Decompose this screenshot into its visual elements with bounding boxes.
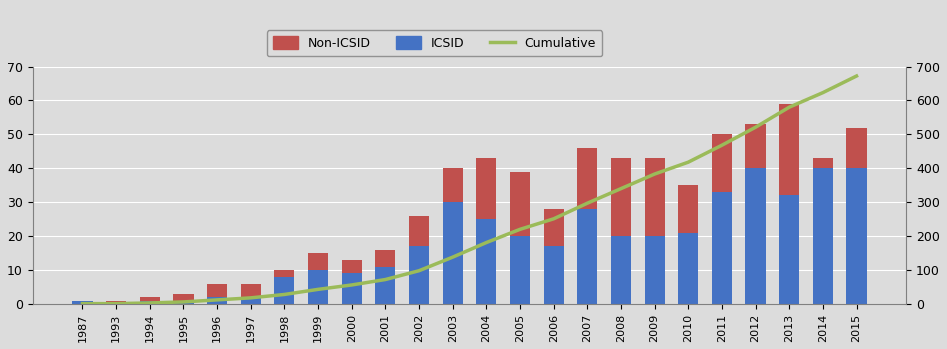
Cumulative [413,269,424,273]
Bar [544,209,563,246]
Cumulative [111,302,122,306]
Bar [275,277,295,304]
Legend: Non-ICSID, ICSID, Cumulative: Non-ICSID, ICSID, Cumulative [267,30,602,56]
Bar [645,158,665,236]
Cumulative [783,105,795,109]
Bar [308,253,329,270]
Bar [745,168,766,304]
Bar [442,168,463,202]
Bar [509,236,530,304]
Cumulative [380,277,391,282]
Cumulative [447,255,458,259]
Bar [847,168,867,304]
Cumulative [817,90,829,95]
Line: Cumulative: Cumulative [82,76,856,304]
Cumulative [548,217,560,221]
Bar [72,300,93,304]
Bar [308,270,329,304]
Bar [207,284,227,297]
Cumulative [481,240,492,245]
Bar [375,267,396,304]
Cumulative [346,283,357,287]
Bar [678,185,698,233]
Bar [847,128,867,168]
Cumulative [850,74,862,78]
Cumulative [683,160,694,164]
Bar [342,260,362,273]
Bar [409,246,429,304]
Bar [813,168,833,304]
Cumulative [77,302,88,306]
Cumulative [616,186,627,191]
Bar [745,124,766,168]
Bar [577,209,598,304]
Bar [275,270,295,277]
Cumulative [750,125,761,129]
Bar [645,236,665,304]
Bar [409,216,429,246]
Cumulative [313,287,324,291]
Bar [476,158,496,219]
Bar [173,300,193,304]
Cumulative [144,301,155,305]
Cumulative [514,227,526,231]
Bar [173,294,193,300]
Cumulative [178,300,189,304]
Bar [342,273,362,304]
Bar [140,300,160,304]
Bar [712,192,732,304]
Bar [207,297,227,304]
Bar [712,134,732,192]
Bar [779,195,799,304]
Bar [678,233,698,304]
Bar [611,236,631,304]
Bar [375,250,396,267]
Bar [509,172,530,236]
Bar [241,284,260,297]
Bar [577,148,598,209]
Cumulative [716,143,727,147]
Cumulative [649,172,660,176]
Bar [241,297,260,304]
Bar [813,158,833,168]
Cumulative [211,298,223,302]
Bar [779,104,799,195]
Bar [140,297,160,300]
Bar [106,300,126,304]
Bar [544,246,563,304]
Cumulative [278,292,290,297]
Bar [611,158,631,236]
Bar [476,219,496,304]
Cumulative [581,201,593,205]
Bar [442,202,463,304]
Cumulative [245,296,257,300]
